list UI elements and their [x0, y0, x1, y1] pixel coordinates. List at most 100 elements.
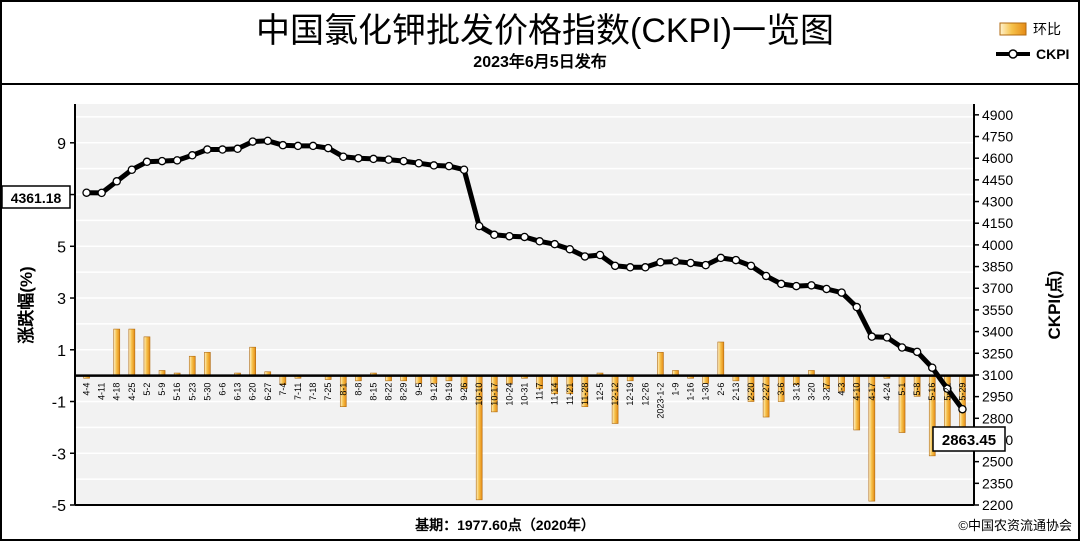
ckpi-point	[127, 165, 137, 174]
chart-title: 中国氯化钾批发价格指数(CKPI)一览图	[256, 12, 834, 50]
chart-subtitle: 2023年6月5日发布	[473, 52, 606, 71]
right-tick-label: 3250	[982, 345, 1013, 361]
gridlines	[75, 116, 974, 480]
ckpi-point	[822, 284, 831, 294]
mom-bar	[717, 341, 725, 376]
category-label: 4-10	[852, 383, 862, 401]
category-label: 3-6	[776, 383, 786, 396]
mom-bars	[83, 328, 966, 502]
ckpi-point	[535, 237, 544, 246]
ckpi-point	[97, 188, 106, 198]
left-axis-label: 涨跌幅(%)	[16, 266, 36, 343]
right-tick-label: 3550	[982, 302, 1013, 318]
ckpi-point	[233, 144, 242, 154]
category-label: 10-31	[520, 383, 530, 406]
category-label: 5-29	[957, 383, 967, 401]
ckpi-point	[686, 258, 695, 268]
ckpi-point	[958, 404, 967, 414]
mom-bar	[113, 328, 121, 376]
left-tick-label: -5	[52, 498, 66, 515]
right-tick-label: 2950	[982, 389, 1013, 405]
ckpi-point	[172, 156, 182, 165]
ckpi-point	[188, 151, 197, 160]
mom-bar	[657, 352, 664, 376]
category-label: 7-4	[278, 383, 288, 396]
ckpi-point	[641, 263, 650, 272]
category-label: 4-4	[82, 383, 92, 396]
category-label: 11-7	[535, 383, 545, 400]
ckpi-point	[82, 188, 91, 197]
ckpi-point	[384, 155, 393, 164]
right-tick-label: 3850	[982, 259, 1013, 275]
right-tick-label: 4300	[982, 194, 1013, 210]
category-label: 2023-1-2	[655, 383, 665, 419]
right-tick-label: 2350	[982, 475, 1013, 491]
right-tick-label: 2500	[982, 454, 1013, 470]
category-label: 11-28	[580, 383, 590, 405]
ckpi-point	[263, 136, 273, 146]
category-label: 5-16	[927, 383, 937, 401]
category-label: 12-5	[595, 383, 605, 401]
category-label: 4-11	[97, 383, 107, 400]
category-label: 11-21	[565, 383, 575, 405]
category-label: 8-22	[384, 383, 394, 401]
category-label: 6-27	[263, 383, 273, 401]
mom-bar	[204, 352, 211, 376]
base-period-note: 基期：1977.60点（2020年）	[415, 517, 595, 533]
ckpi-point	[369, 154, 378, 164]
left-tick-label: 5	[57, 239, 66, 256]
start-value-box	[1, 185, 71, 209]
left-tick-label: 1	[57, 343, 66, 360]
ckpi-point	[565, 244, 575, 254]
ckpi-point	[671, 257, 680, 266]
category-label: 7-11	[293, 383, 303, 400]
left-tick-label: -1	[52, 395, 66, 412]
category-label: 1-9	[671, 383, 681, 396]
right-tick-label: 4900	[982, 107, 1013, 123]
category-label: 4-18	[112, 383, 122, 401]
right-tick-label: 2200	[982, 497, 1013, 513]
ckpi-point	[293, 141, 303, 151]
category-label: 5-23	[187, 383, 197, 401]
right-tick-label: 3700	[982, 280, 1013, 296]
ckpi-point	[203, 145, 212, 154]
start-value-label: 4361.18	[11, 190, 62, 206]
ckpi-point	[882, 333, 892, 342]
ckpi-point	[444, 161, 454, 171]
category-label: 9-12	[429, 383, 439, 401]
ckpi-point	[610, 261, 620, 271]
category-label: 9-26	[459, 383, 469, 401]
ckpi-point	[837, 288, 846, 297]
left-tick-label: 9	[57, 136, 66, 153]
category-label: 6-6	[217, 383, 227, 396]
ckpi-point	[867, 332, 877, 341]
mom-bar	[249, 346, 256, 376]
ckpi-point	[792, 281, 801, 291]
right-tick-label: 4600	[982, 150, 1013, 166]
category-label: 10-24	[504, 383, 514, 406]
ckpi-point	[490, 230, 499, 240]
copyright-note: ©中国农资流通协会	[958, 518, 1072, 533]
category-label: 5-22	[942, 383, 952, 401]
ckpi-point	[218, 145, 227, 154]
category-label: 2-13	[731, 383, 741, 401]
legend-line-label: CKPI	[1036, 46, 1069, 62]
legend: 环比 CKPI	[996, 21, 1069, 62]
category-label: 9-5	[414, 383, 424, 396]
ckpi-point	[746, 261, 756, 271]
category-label: 12-19	[625, 383, 635, 406]
category-label: 8-15	[368, 383, 378, 401]
category-label: 2-27	[761, 383, 771, 401]
right-tick-label: 3100	[982, 367, 1013, 383]
ckpi-point	[429, 161, 439, 170]
right-tick-label: 4450	[982, 172, 1013, 188]
ckpi-point	[248, 137, 257, 146]
ckpi-point	[943, 384, 952, 393]
left-tick-label: -3	[52, 446, 66, 463]
ckpi-point	[414, 158, 424, 168]
category-label: 5-1	[897, 383, 907, 396]
ckpi-point	[354, 153, 363, 163]
category-label: 5-9	[157, 383, 167, 396]
category-label: 7-25	[323, 383, 333, 401]
